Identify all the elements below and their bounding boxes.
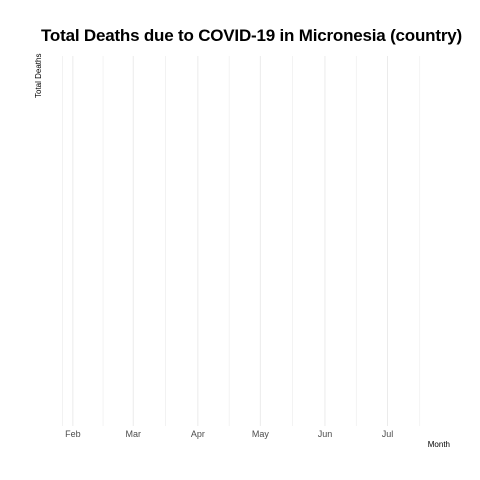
x-tick-label-may: May bbox=[252, 429, 270, 439]
x-tick-label-mar: Mar bbox=[126, 429, 142, 439]
x-tick-label-jun: Jun bbox=[318, 429, 333, 439]
x-tick-labels: Feb Mar Apr May Jun Jul bbox=[65, 429, 393, 439]
x-tick-label-feb: Feb bbox=[65, 429, 81, 439]
x-tick-label-apr: Apr bbox=[191, 429, 205, 439]
x-tick-label-jul: Jul bbox=[382, 429, 394, 439]
chart-title: Total Deaths due to COVID-19 in Micrones… bbox=[41, 26, 462, 45]
x-axis-title: Month bbox=[427, 440, 450, 449]
grid-layer bbox=[62, 56, 421, 426]
